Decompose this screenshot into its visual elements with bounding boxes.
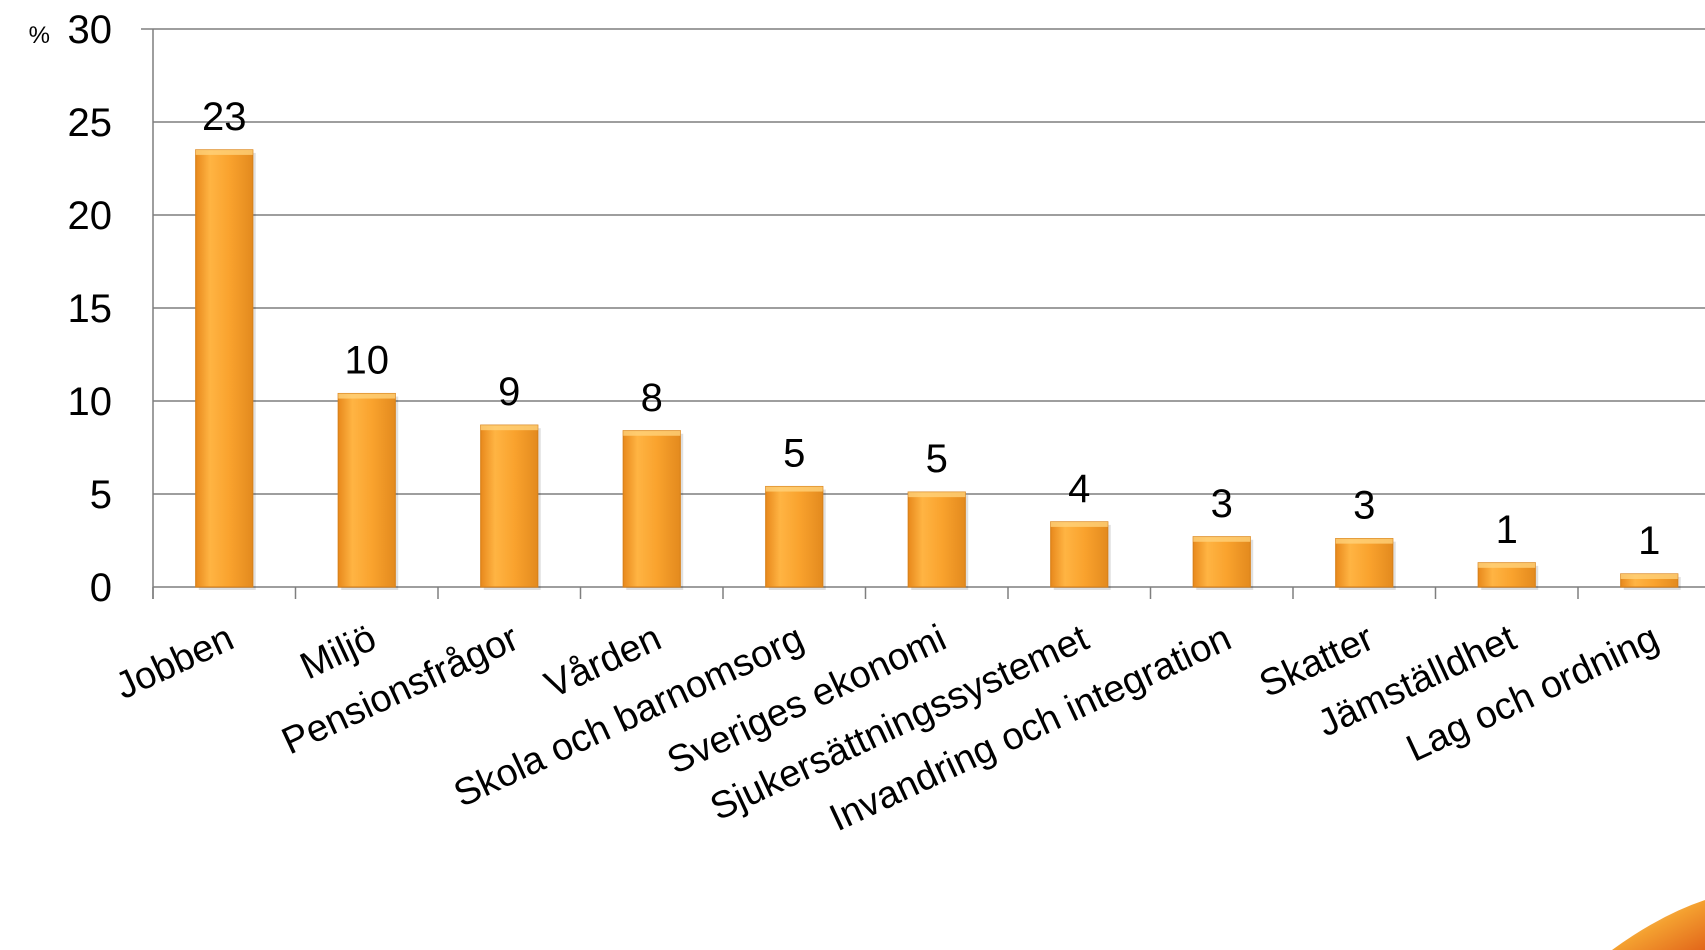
bar	[1050, 521, 1109, 588]
bars	[195, 149, 1681, 590]
data-label: 8	[641, 376, 663, 420]
bar-highlight	[765, 486, 823, 492]
bar-highlight	[1050, 521, 1108, 527]
data-label: 4	[1068, 467, 1090, 511]
labels: 051015202530%23Jobben10Miljö9Pensionsfrå…	[29, 8, 1665, 840]
data-label: 10	[345, 339, 390, 383]
data-label: 1	[1496, 508, 1518, 552]
bar-highlight	[623, 430, 681, 436]
gridlines	[153, 28, 1705, 495]
bar	[337, 392, 396, 588]
data-label: 23	[202, 95, 247, 139]
y-unit-label: %	[29, 22, 50, 49]
bar-highlight	[195, 149, 253, 155]
bar	[907, 491, 966, 588]
bar-highlight	[1620, 573, 1678, 579]
category-label: Miljö	[294, 617, 383, 688]
bar-highlight	[338, 393, 396, 399]
bar	[195, 149, 254, 588]
category-label: Lag och ordning	[1400, 617, 1665, 770]
decorative-corner-swoosh	[1612, 900, 1705, 950]
bar-highlight	[908, 492, 966, 498]
bar-highlight	[1193, 536, 1251, 542]
bar-highlight	[480, 425, 538, 431]
data-label: 3	[1353, 484, 1375, 528]
y-tick-label: 10	[68, 380, 113, 424]
bar	[765, 485, 824, 588]
y-tick-label: 25	[68, 101, 113, 145]
y-tick-label: 0	[90, 566, 112, 610]
data-label: 3	[1211, 482, 1233, 526]
data-label: 1	[1638, 519, 1660, 563]
y-tick-label: 5	[90, 473, 112, 517]
bar	[1192, 536, 1251, 588]
bar	[622, 430, 681, 588]
category-label: Jobben	[109, 617, 240, 708]
y-tick-label: 20	[68, 194, 113, 238]
bar	[480, 424, 539, 588]
data-label: 9	[498, 370, 520, 414]
data-label: 5	[926, 437, 948, 481]
category-label: Pensionsfrågor	[276, 617, 526, 763]
y-tick-label: 15	[68, 287, 113, 331]
bar-highlight	[1478, 562, 1536, 568]
bar	[1335, 538, 1394, 588]
y-tick-label: 30	[68, 8, 113, 52]
data-label: 5	[783, 432, 805, 476]
bar-highlight	[1335, 538, 1393, 544]
